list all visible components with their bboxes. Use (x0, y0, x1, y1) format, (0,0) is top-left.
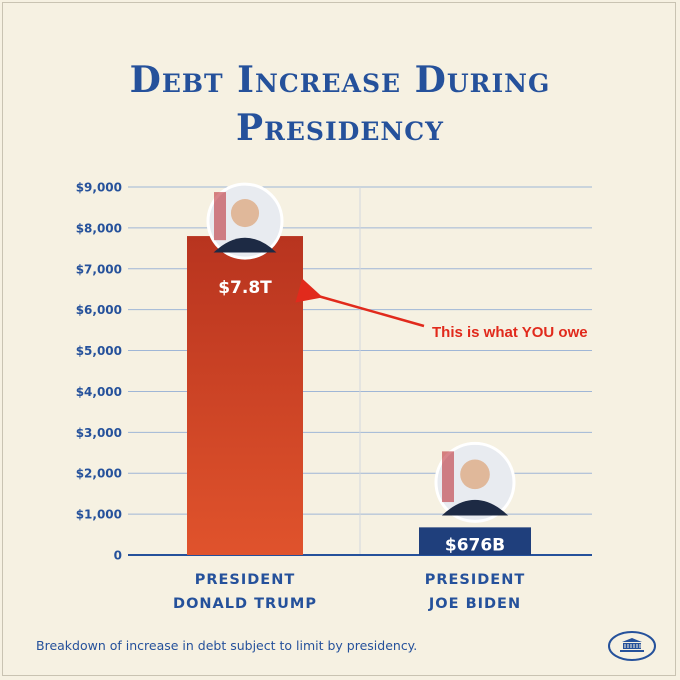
annotation-arrow (295, 278, 425, 328)
caption: Breakdown of increase in debt subject to… (36, 638, 418, 653)
title-line-2: Presidency (236, 107, 444, 149)
flag-stripe (442, 451, 454, 503)
annotation-group: This is what YOU owe (295, 278, 588, 341)
white-house-icon (608, 631, 656, 661)
title-line-1: Debt Increase During (129, 59, 551, 101)
data-label: $7.8T (218, 278, 272, 298)
portrait-icon (434, 441, 516, 523)
annotation-text: This is what YOU owe (432, 324, 588, 341)
bars: $7.8T $676B (187, 182, 531, 556)
data-label: $676B (445, 535, 505, 555)
y-tick-label: $6,000 (76, 303, 122, 317)
flag-stripe (214, 192, 226, 241)
y-tick-label: $2,000 (76, 467, 122, 481)
y-tick-label: $3,000 (76, 426, 122, 440)
y-tick-label: $8,000 (76, 221, 122, 235)
y-tick-label: $1,000 (76, 508, 122, 522)
bar (187, 236, 303, 556)
category-label: DONALD TRUMP (173, 596, 317, 612)
category-label: PRESIDENT (425, 572, 526, 588)
portrait-suit (441, 499, 509, 516)
portrait-face (230, 199, 260, 228)
category-label: PRESIDENT (195, 572, 296, 588)
y-tick-label: $7,000 (76, 262, 122, 276)
portrait-face (460, 459, 490, 490)
chart-title: Debt Increase During Presidency (0, 56, 680, 152)
x-axis-category-labels: PRESIDENT DONALD TRUMP PRESIDENT JOE BIDEN (173, 572, 526, 612)
y-tick-label: $9,000 (76, 181, 122, 195)
y-axis-tick-labels: 0 $1,000 $2,000 $3,000 $4,000 $5,000 $6,000 $7,… (76, 181, 122, 563)
y-tick-label: $5,000 (76, 344, 122, 358)
bar-chart: 0 $1,000 $2,000 $3,000 $4,000 $5,000 $6,000 $7,… (76, 181, 592, 612)
category-label: JOE BIDEN (428, 596, 521, 612)
portrait-icon (206, 182, 284, 260)
bar (419, 527, 531, 555)
portrait-suit (213, 237, 277, 253)
y-tick-label: 0 (114, 549, 122, 563)
y-tick-label: $4,000 (76, 385, 122, 399)
